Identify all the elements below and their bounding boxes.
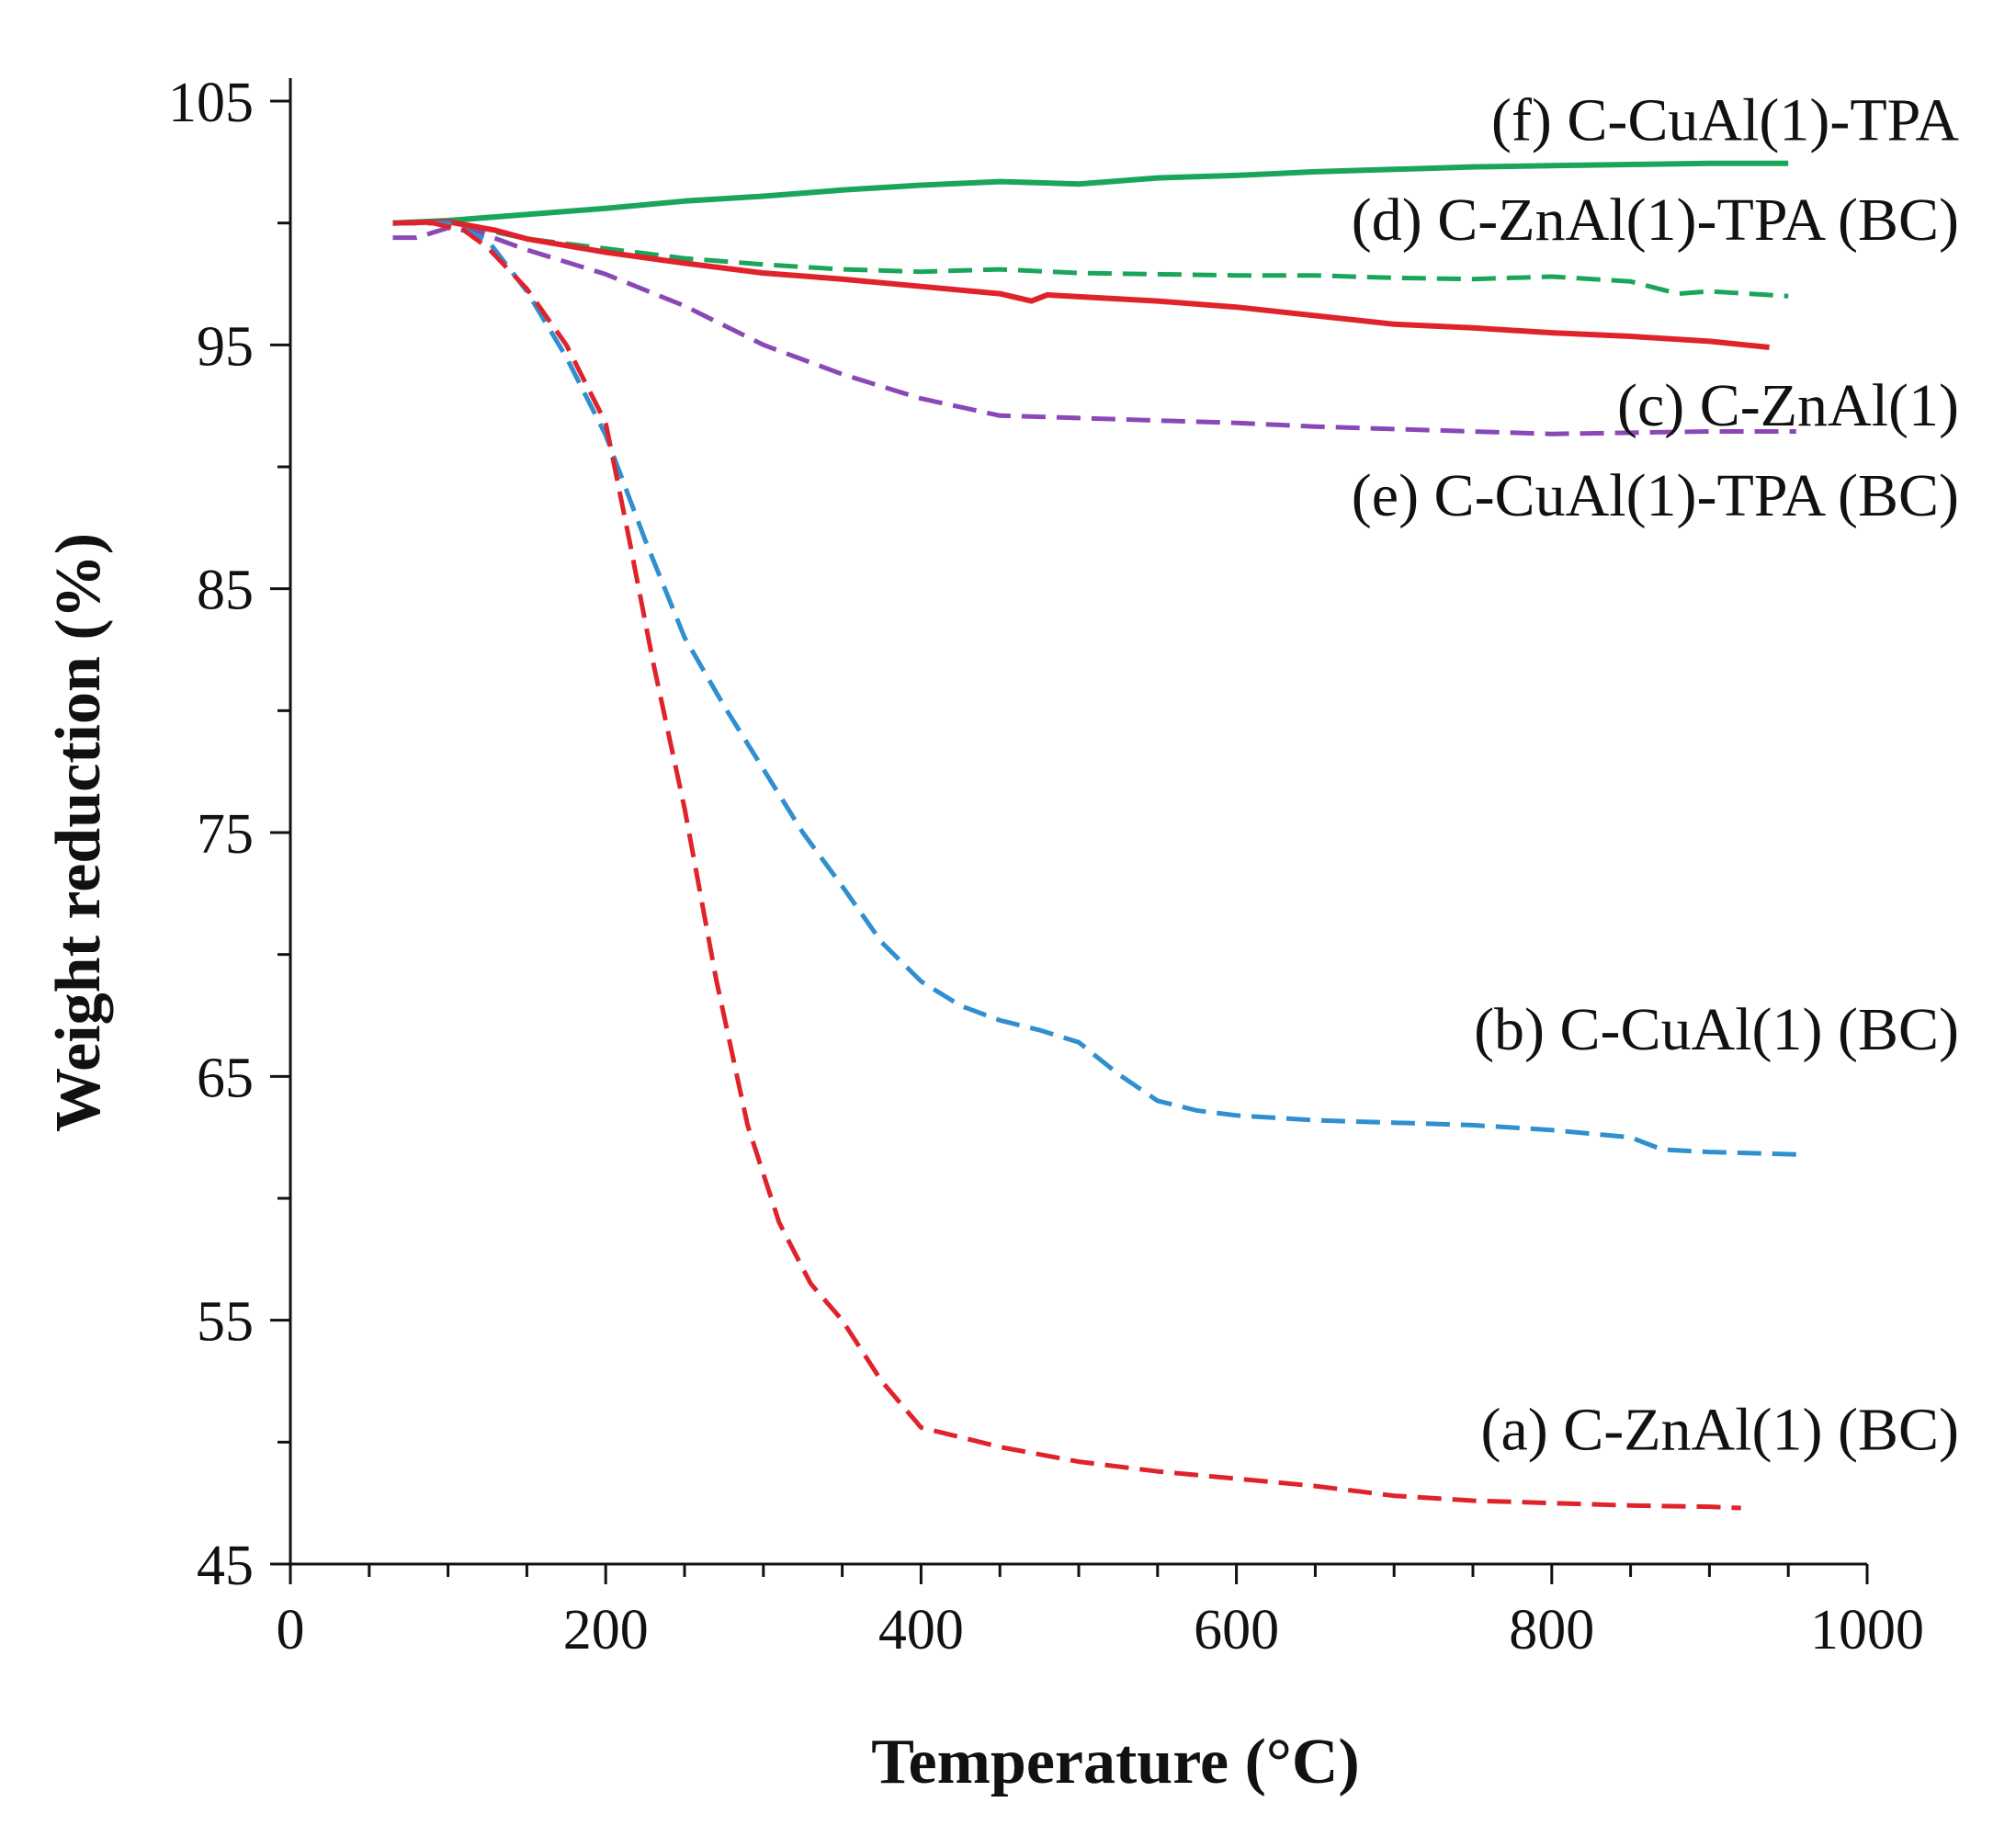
series-line-1: [392, 160, 1789, 226]
x-axis-title: Temperature (°C): [871, 1727, 1360, 1797]
x-tick-label: 200: [563, 1599, 649, 1661]
series-label-1: (f) C-CuAl(1)-TPA: [1491, 86, 1959, 153]
y-tick-label: 85: [197, 560, 254, 622]
x-tick-label: 1000: [1810, 1599, 1924, 1661]
y-tick-label: 75: [197, 803, 254, 866]
series-label-2: (d) C-ZnAl(1)-TPA (BC): [1352, 187, 1959, 254]
x-tick-label: 0: [277, 1599, 305, 1661]
y-axis-title: Weight reduction (%): [43, 533, 114, 1132]
x-tick-label: 400: [878, 1599, 964, 1661]
series-label-6: (a) C-ZnAl(1) (BC): [1480, 1396, 1959, 1463]
series-label-4: (e) C-CuAl(1)-TPA (BC): [1352, 462, 1959, 529]
series-line-6: [392, 221, 1741, 1511]
series-label-5: (b) C-CuAl(1) (BC): [1474, 996, 1959, 1063]
x-tick-label: 800: [1509, 1599, 1594, 1661]
tick-labels: 45 55 65 75 85 95 105 0 200 400 600 800 1000: [168, 72, 1924, 1661]
y-tick-label: 65: [197, 1047, 254, 1109]
series-lines: [392, 160, 1796, 1511]
y-tick-label: 95: [197, 315, 254, 378]
series-line-3: [392, 219, 1770, 350]
series-labels: (f) C-CuAl(1)-TPA (d) C-ZnAl(1)-TPA (BC) (…: [1352, 86, 1960, 1463]
x-tick-label: 600: [1194, 1599, 1279, 1661]
ticks: [270, 99, 1869, 1584]
series-label-3: (c) C-ZnAl(1): [1617, 372, 1959, 439]
y-tick-label: 105: [168, 72, 254, 134]
y-tick-label: 45: [197, 1535, 254, 1597]
y-tick-label: 55: [197, 1291, 254, 1354]
series-line-5: [392, 221, 1796, 1157]
series-line-4: [392, 225, 1796, 436]
